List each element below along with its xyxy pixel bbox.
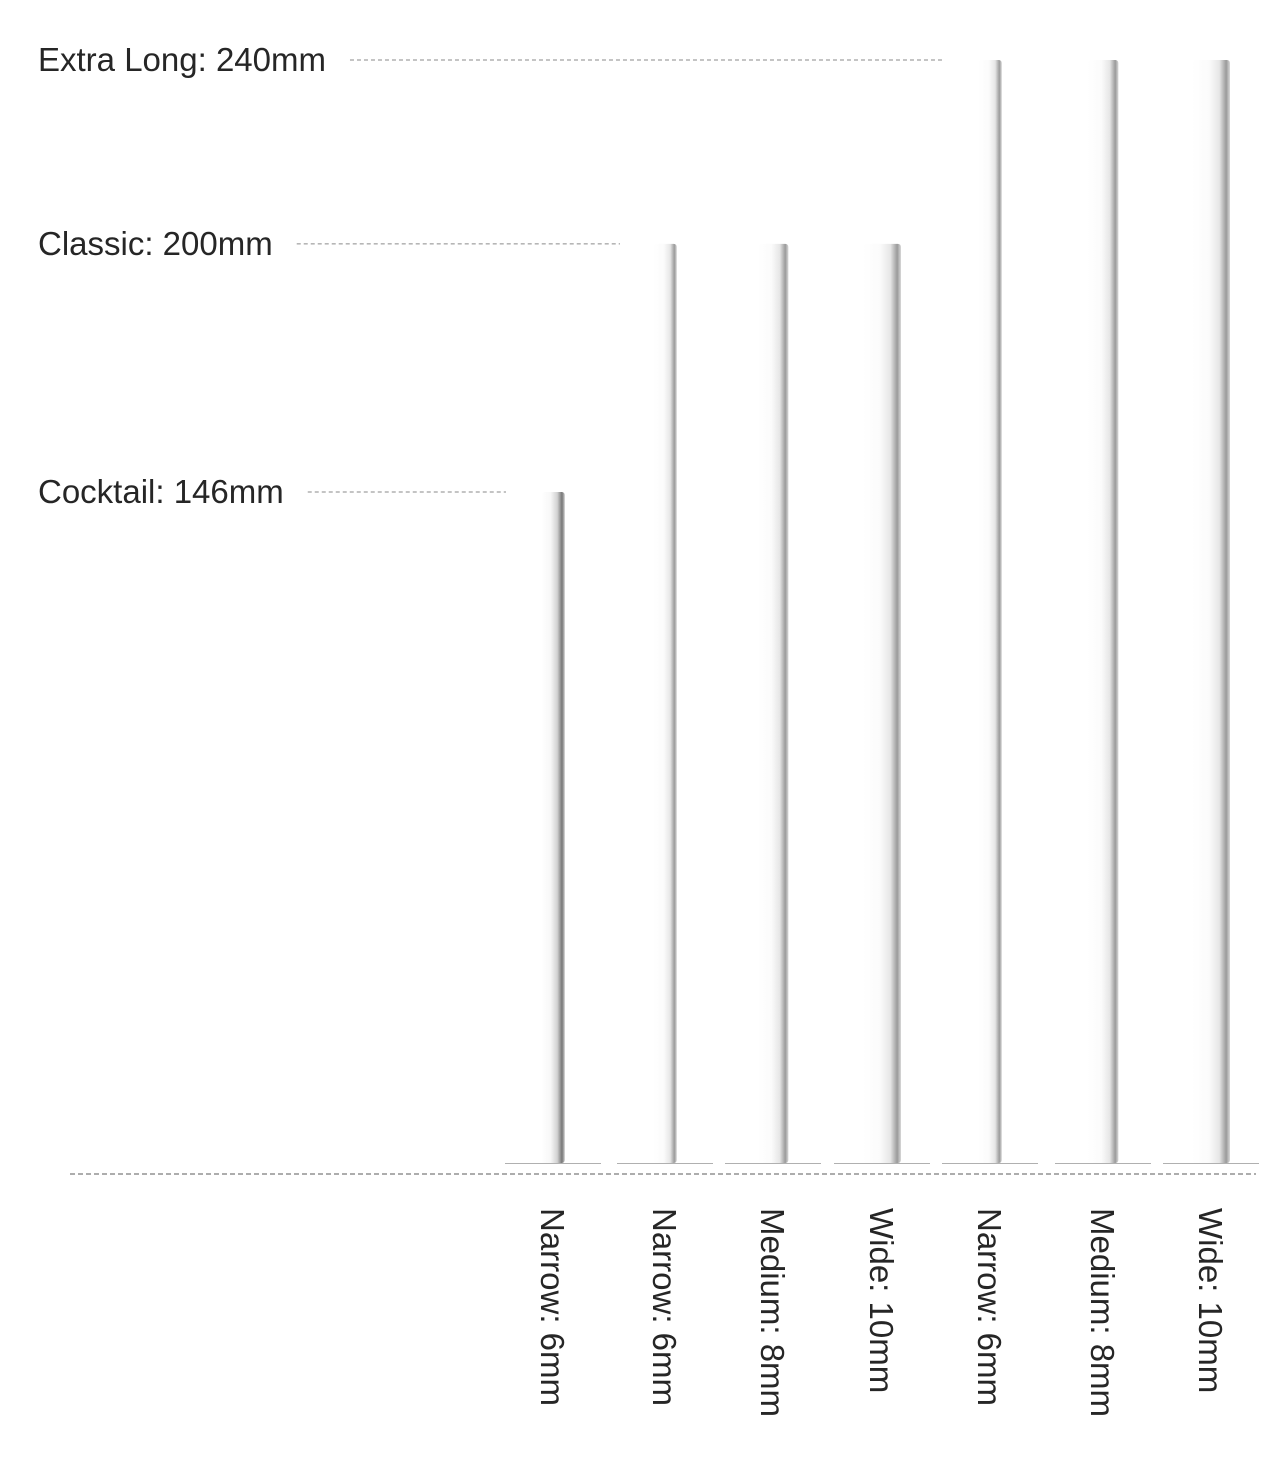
straw-body — [978, 60, 1002, 1163]
straws — [505, 60, 1259, 1164]
straw-body — [653, 243, 677, 1164]
straw-body — [757, 243, 789, 1164]
length-level-label: Classic: 200mm — [38, 225, 273, 262]
length-level-label: Extra Long: 240mm — [38, 41, 326, 78]
straw-width-label: Wide: 10mm — [1192, 1208, 1229, 1393]
straw-width-label: Medium: 8mm — [1084, 1208, 1121, 1417]
straw — [1055, 60, 1151, 1164]
length-level-labels: Extra Long: 240mm Classic: 200mm Cocktail:… — [38, 41, 326, 510]
straw — [1163, 60, 1259, 1164]
straw-width-labels: Narrow: 6mm Narrow: 6mm Medium: 8mm Wide: 1… — [534, 1208, 1229, 1417]
straw — [505, 492, 601, 1164]
straw-body — [863, 243, 901, 1164]
straw — [834, 243, 930, 1164]
straw-width-label: Narrow: 6mm — [646, 1208, 683, 1406]
length-level-label: Cocktail: 146mm — [38, 473, 284, 510]
straw — [725, 243, 821, 1164]
straw-body — [1087, 60, 1119, 1163]
straw-width-label: Wide: 10mm — [863, 1208, 900, 1393]
length-guides — [296, 59, 944, 493]
straw — [617, 243, 713, 1164]
straw-width-label: Narrow: 6mm — [971, 1208, 1008, 1406]
straw-body — [541, 492, 565, 1164]
straw-body — [1192, 60, 1230, 1163]
straw-width-label: Medium: 8mm — [754, 1208, 791, 1417]
straw-width-label: Narrow: 6mm — [534, 1208, 571, 1406]
straw — [942, 60, 1038, 1164]
